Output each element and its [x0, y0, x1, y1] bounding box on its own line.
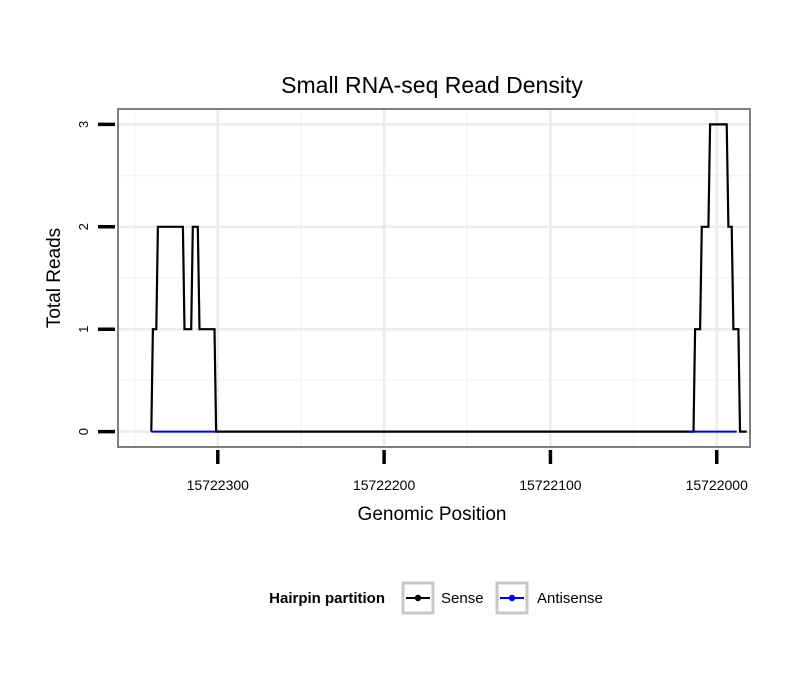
legend-label-sense: Sense: [441, 590, 484, 607]
chart-title: Small RNA-seq Read Density: [281, 72, 583, 98]
y-tick-label: 0: [76, 428, 91, 435]
y-tick-label: 2: [76, 223, 91, 230]
legend-point-sense: [414, 594, 422, 602]
x-tick-label: 15722000: [686, 477, 749, 493]
y-tick-label: 1: [76, 326, 91, 333]
x-axis-ticks: 15722300 15722200 15722100 15722000: [187, 450, 748, 493]
y-tick-label: 3: [76, 121, 91, 128]
y-axis-ticks: 0 1 2 3: [76, 121, 115, 435]
grid: [118, 109, 750, 447]
plot-border: [117, 108, 751, 448]
legend: Hairpin partition Sense Antisense: [269, 581, 603, 615]
data-lines: [150, 123, 747, 433]
legend-title: Hairpin partition: [269, 590, 385, 607]
x-tick-label: 15722100: [519, 477, 582, 493]
x-tick-label: 15722300: [187, 477, 250, 493]
x-tick-label: 15722200: [353, 477, 416, 493]
y-axis-title: Total Reads: [44, 228, 65, 328]
legend-label-antisense: Antisense: [537, 590, 603, 607]
x-axis-title: Genomic Position: [358, 504, 507, 525]
legend-point-antisense: [508, 594, 516, 602]
